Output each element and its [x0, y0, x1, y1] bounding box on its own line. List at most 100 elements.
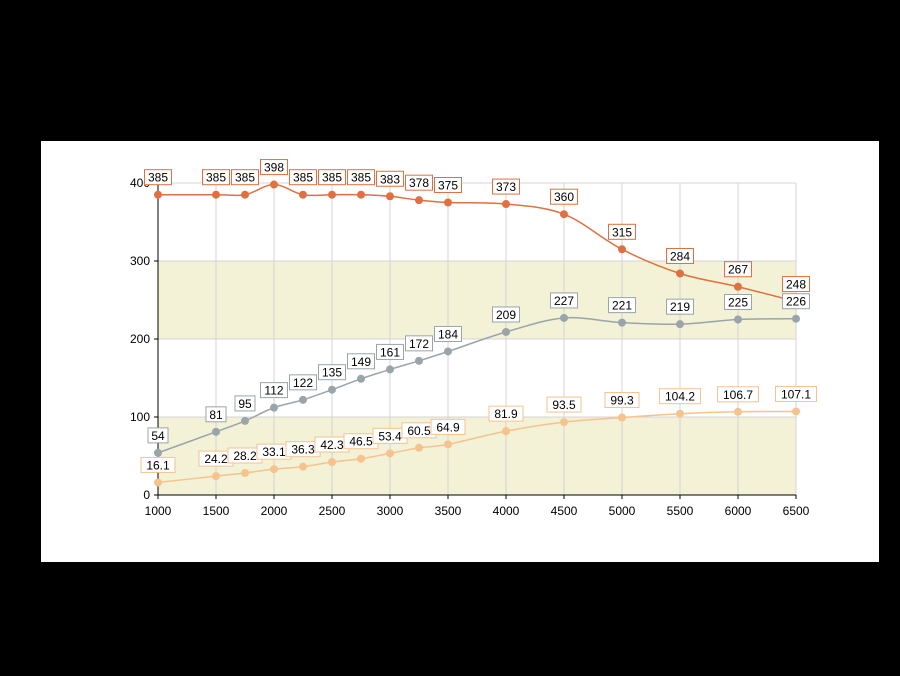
data-label-box: [231, 169, 259, 186]
data-label-text: 385: [235, 171, 255, 185]
data-point: [328, 458, 336, 467]
data-label-box: [260, 159, 288, 176]
data-label-box: [659, 388, 701, 405]
data-point: [299, 462, 307, 471]
data-point: [212, 427, 220, 436]
data-label: 53.4: [372, 427, 408, 444]
data-label-box: [205, 406, 227, 423]
data-label: 267: [724, 261, 752, 278]
data-label-box: [140, 456, 176, 473]
data-label-box: [775, 385, 817, 402]
chart-panel: 0 100 200 300 400 1000 1500 2000 2500 3000 3500 40…: [41, 141, 879, 562]
data-label-box: [666, 298, 694, 315]
x-tick-label: 3000: [377, 504, 404, 518]
data-label-box: [289, 169, 317, 186]
data-label-box: [724, 261, 752, 278]
data-label: 385: [318, 169, 346, 186]
data-label-box: [546, 396, 582, 413]
data-point: [357, 374, 365, 383]
x-tick-label: 5500: [667, 504, 694, 518]
data-point: [676, 269, 684, 278]
data-label-box: [492, 306, 520, 323]
x-tick-label: 4500: [551, 504, 578, 518]
data-point: [299, 190, 307, 199]
data-label: 107.1: [775, 385, 817, 402]
data-label: 161: [376, 343, 404, 360]
data-label-text: 112: [264, 384, 283, 398]
data-label-box: [405, 335, 433, 352]
data-label-box: [488, 405, 524, 422]
data-point: [560, 210, 568, 219]
data-label-text: 81: [209, 408, 223, 422]
data-label-text: 385: [293, 171, 313, 185]
data-label-box: [405, 174, 433, 191]
data-label: 99.3: [604, 392, 640, 409]
data-label: 360: [550, 188, 578, 205]
series-line-0: [157, 183, 797, 303]
data-label-text: 106.7: [723, 388, 753, 402]
data-label: 135: [318, 364, 346, 381]
data-point: [415, 196, 423, 205]
data-label-text: 225: [728, 296, 748, 310]
data-point: [734, 315, 742, 324]
data-label: 385: [144, 169, 172, 186]
data-label: 219: [666, 298, 694, 315]
x-tick-label: 1000: [145, 504, 172, 518]
data-label-text: 46.5: [349, 435, 373, 449]
data-label: 24.2: [198, 450, 234, 467]
data-label-text: 375: [438, 179, 458, 193]
data-label: 93.5: [546, 396, 582, 413]
data-point: [734, 407, 742, 416]
data-label: 227: [550, 292, 578, 309]
data-label-text: 360: [554, 190, 574, 204]
data-label: 54: [147, 427, 169, 444]
data-label: 36.3: [285, 441, 321, 458]
data-point: [328, 385, 336, 394]
x-axis-tick-labels: 1000 1500 2000 2500 3000 3500 4000 4500 5000 5500…: [145, 495, 810, 518]
data-point: [386, 192, 394, 201]
data-label: 60.5: [401, 422, 437, 439]
data-label-text: 36.3: [291, 443, 315, 457]
data-label-text: 385: [206, 171, 226, 185]
data-label-text: 267: [728, 263, 748, 277]
data-label-text: 221: [612, 299, 632, 313]
data-point: [212, 190, 220, 199]
data-labels: 385 385 385 398 385 385 385 383 378 375 373 360 315 2…: [140, 159, 817, 473]
data-point: [386, 365, 394, 374]
data-label-text: 227: [554, 294, 574, 308]
data-label-box: [318, 169, 346, 186]
data-label-text: 64.9: [436, 420, 460, 434]
data-point: [154, 190, 162, 199]
data-point: [444, 440, 452, 449]
data-label-text: 60.5: [407, 424, 431, 438]
data-point: [357, 190, 365, 199]
data-point: [154, 478, 162, 487]
data-label: 385: [231, 169, 259, 186]
data-label: 225: [724, 294, 752, 310]
band-1: [158, 261, 796, 339]
data-label-text: 54: [151, 429, 165, 443]
data-point: [502, 427, 510, 436]
data-point: [386, 449, 394, 458]
data-label-box: [717, 386, 759, 403]
data-point: [270, 180, 278, 189]
data-point: [328, 190, 336, 199]
data-label: 64.9: [430, 418, 466, 435]
data-label-text: 95: [238, 397, 252, 411]
data-label: 95: [234, 395, 256, 412]
data-label-text: 209: [496, 308, 516, 322]
y-tick-label: 200: [130, 332, 150, 346]
data-label-box: [604, 392, 640, 409]
data-label-text: 42.3: [320, 438, 344, 452]
series-line-2: [157, 410, 797, 484]
data-label-text: 172: [409, 337, 429, 351]
data-label-text: 219: [670, 300, 690, 314]
x-tick-label: 5000: [609, 504, 636, 518]
data-label: 385: [347, 169, 375, 186]
data-label-text: 81.9: [494, 407, 518, 421]
data-point: [792, 407, 800, 416]
data-label-text: 99.3: [610, 394, 634, 408]
data-label: 42.3: [314, 436, 350, 453]
data-point: [618, 318, 626, 327]
